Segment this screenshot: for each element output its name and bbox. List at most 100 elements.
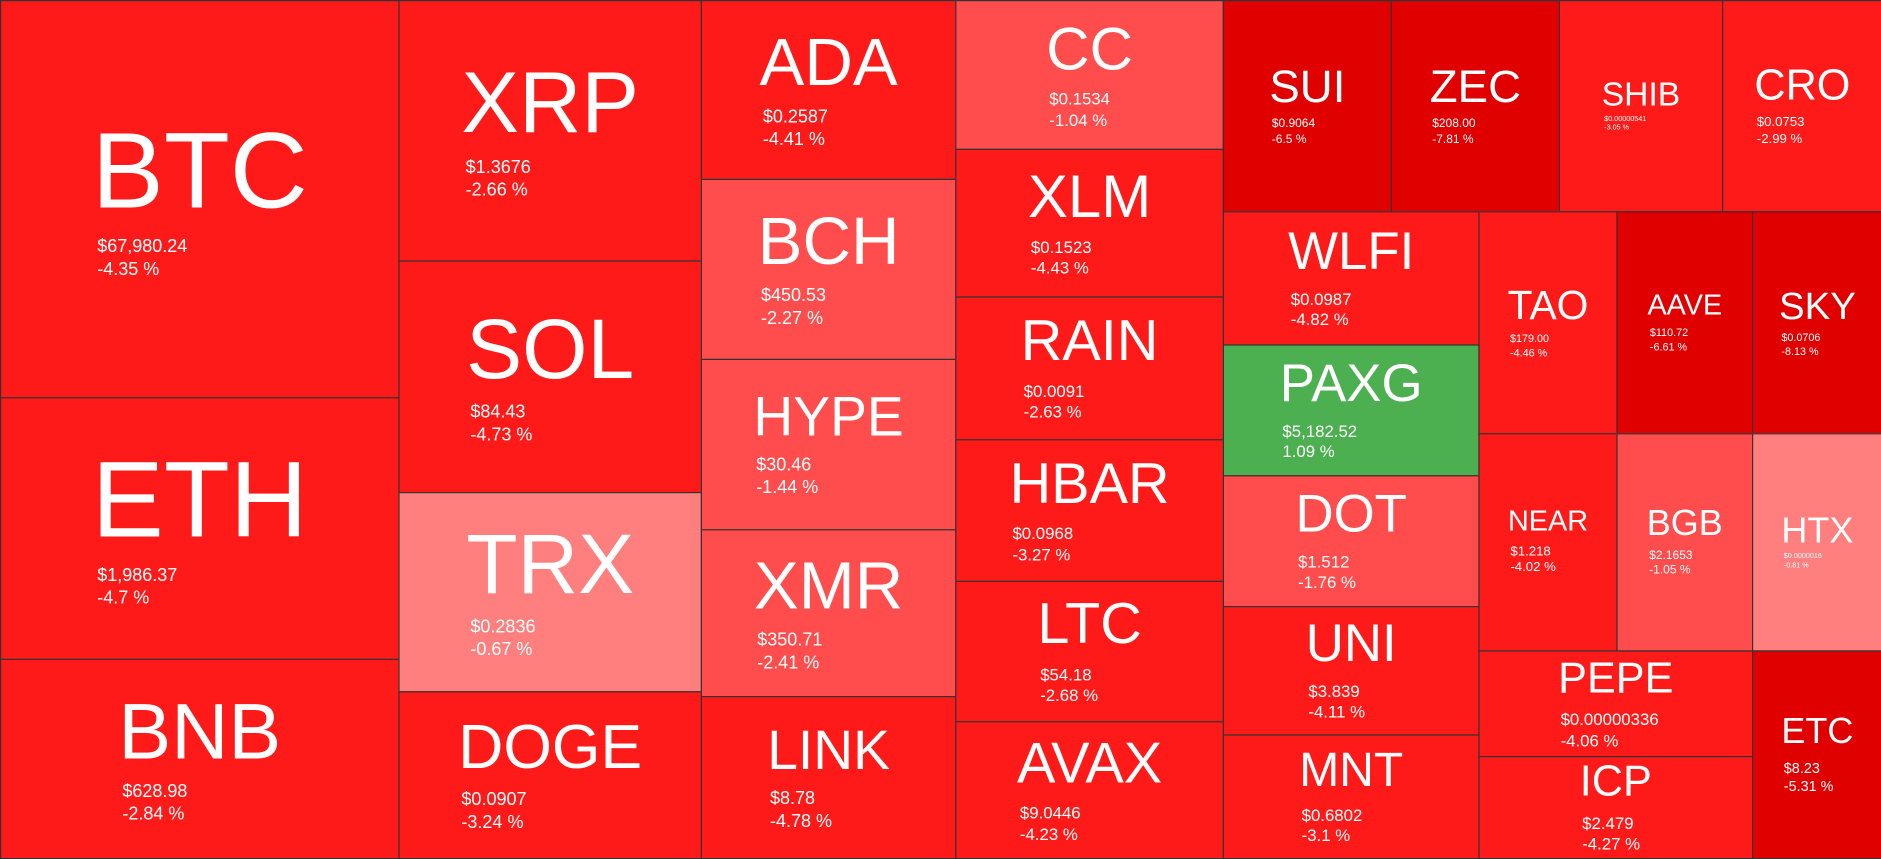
coin-price: $1,986.37 (97, 565, 178, 586)
coin-change: -3.24 % (461, 811, 524, 833)
tile-xrp[interactable]: XRP $1.3676 -2.66 % (398, 0, 702, 262)
coin-change: -6.5 % (1271, 132, 1307, 146)
tile-wlfi[interactable]: WLFI $0.0987 -4.82 % (1222, 211, 1480, 346)
tile-content: UNI $3.839 -4.11 % (1306, 618, 1397, 723)
coin-symbol: SHIB (1601, 75, 1681, 114)
coin-price: $0.0907 (461, 789, 527, 810)
coin-change: -4.82 % (1290, 309, 1349, 330)
tile-content: BGB $2.1653 -1.05 % (1647, 505, 1723, 579)
tile-tao[interactable]: TAO $179.00 -4.46 % (1478, 211, 1618, 435)
tile-shib[interactable]: SHIB $0.00000541 -3.05 % (1558, 0, 1724, 213)
tile-etc[interactable]: ETC $8.23 -5.31 % (1752, 650, 1881, 859)
tile-sol[interactable]: SOL $84.43 -4.73 % (398, 260, 702, 494)
tile-pepe[interactable]: PEPE $0.00000336 -4.06 % (1478, 650, 1754, 758)
coin-price: $0.2836 (470, 617, 536, 638)
coin-price: $9.0446 (1019, 803, 1081, 823)
coin-symbol: RAIN (1020, 309, 1159, 374)
tile-hype[interactable]: HYPE $30.46 -1.44 % (700, 358, 957, 531)
coin-price: $67,980.24 (97, 236, 188, 257)
tile-content: AVAX $9.0446 -4.23 % (1017, 735, 1162, 845)
coin-change: -1.44 % (756, 477, 819, 499)
tile-content: ZEC $208.00 -7.81 % (1430, 65, 1521, 148)
coin-symbol: DOT (1295, 485, 1407, 544)
coin-symbol: HYPE (753, 385, 904, 448)
coin-change: -3.05 % (1604, 125, 1630, 133)
tile-bnb[interactable]: BNB $628.98 -2.84 % (0, 658, 400, 859)
tile-bch[interactable]: BCH $450.53 -2.27 % (700, 178, 957, 360)
coin-change: -6.61 % (1649, 340, 1688, 353)
tile-content: XRP $1.3676 -2.66 % (461, 60, 639, 202)
coin-symbol: XRP (461, 54, 640, 151)
tile-hbar[interactable]: HBAR $0.0968 -3.27 % (955, 439, 1224, 582)
tile-ada[interactable]: ADA $0.2587 -4.41 % (700, 0, 957, 180)
tile-uni[interactable]: UNI $3.839 -4.11 % (1222, 606, 1480, 736)
tile-dot[interactable]: DOT $1.512 -1.76 % (1222, 475, 1480, 608)
tile-mnt[interactable]: MNT $0.6802 -3.1 % (1222, 734, 1480, 859)
tile-aave[interactable]: AAVE $110.72 -6.61 % (1616, 211, 1754, 435)
tile-link[interactable]: LINK $8.78 -4.78 % (700, 696, 957, 859)
coin-symbol: SOL (466, 302, 635, 396)
tile-content: CC $0.1534 -1.04 % (1046, 19, 1133, 131)
tile-ltc[interactable]: LTC $54.18 -2.68 % (955, 580, 1224, 723)
tile-htx[interactable]: HTX $0.0000016 -0.81 % (1752, 433, 1881, 652)
coin-symbol: ADA (759, 23, 898, 100)
tile-icp[interactable]: ICP $2.479 -4.27 % (1478, 756, 1754, 859)
coin-symbol: MNT (1299, 744, 1404, 798)
coin-change: 1.09 % (1282, 441, 1335, 462)
coin-price: $0.1534 (1049, 89, 1110, 109)
coin-symbol: WLFI (1288, 222, 1415, 282)
coin-price: $84.43 (470, 401, 526, 423)
tile-content: ADA $0.2587 -4.41 % (759, 23, 898, 152)
coin-price: $1.512 (1298, 551, 1350, 571)
coin-symbol: SKY (1778, 284, 1856, 328)
tile-paxg[interactable]: PAXG $5,182.52 1.09 % (1222, 344, 1480, 477)
coin-price: $8.78 (769, 788, 816, 809)
coin-change: -4.46 % (1509, 346, 1548, 359)
tile-sky[interactable]: SKY $0.0706 -8.13 % (1752, 211, 1881, 435)
coin-symbol: AAVE (1647, 289, 1723, 322)
coin-symbol: BTC (91, 111, 308, 232)
coin-symbol: PEPE (1558, 652, 1674, 702)
coin-symbol: DOGE (458, 712, 643, 783)
tile-trx[interactable]: TRX $0.2836 -0.67 % (398, 492, 702, 693)
tile-zec[interactable]: ZEC $208.00 -7.81 % (1390, 0, 1561, 213)
tile-btc[interactable]: BTC $67,980.24 -4.35 % (0, 0, 400, 399)
coin-change: -2.41 % (757, 652, 820, 673)
tile-cc[interactable]: CC $0.1534 -1.04 % (955, 0, 1224, 150)
tile-content: LINK $8.78 -4.78 % (767, 722, 890, 833)
coin-change: -4.41 % (762, 129, 825, 150)
coin-symbol: BNB (118, 686, 282, 776)
coin-price: $0.6802 (1301, 804, 1363, 825)
tile-rain[interactable]: RAIN $0.0091 -2.63 % (955, 296, 1224, 441)
tile-eth[interactable]: ETH $1,986.37 -4.7 % (0, 397, 400, 660)
tile-content: SUI $0.9064 -6.5 % (1269, 65, 1345, 148)
tile-doge[interactable]: DOGE $0.0907 -3.24 % (398, 691, 702, 859)
coin-price: $0.0987 (1290, 288, 1352, 309)
tile-content: HYPE $30.46 -1.44 % (753, 389, 903, 500)
tile-xmr[interactable]: XMR $350.71 -2.41 % (700, 529, 957, 698)
tile-content: TRX $0.2836 -0.67 % (466, 522, 634, 662)
tile-content: PAXG $5,182.52 1.09 % (1279, 354, 1423, 463)
coin-price: $208.00 (1432, 117, 1476, 131)
coin-change: -4.11 % (1308, 702, 1366, 722)
coin-change: -4.06 % (1560, 730, 1619, 750)
tile-content: NEAR $1.218 -4.02 % (1508, 507, 1588, 578)
tile-xlm[interactable]: XLM $0.1523 -4.43 % (955, 148, 1224, 298)
tile-sui[interactable]: SUI $0.9064 -6.5 % (1222, 0, 1392, 213)
coin-change: -2.27 % (761, 308, 824, 329)
coin-symbol: CC (1046, 15, 1133, 83)
tile-cro[interactable]: CRO $0.0753 -2.99 % (1722, 0, 1881, 213)
tile-bgb[interactable]: BGB $2.1653 -1.05 % (1616, 433, 1754, 652)
coin-symbol: XLM (1027, 163, 1152, 231)
coin-symbol: TRX (466, 517, 635, 612)
tile-near[interactable]: NEAR $1.218 -4.02 % (1478, 433, 1618, 652)
coin-symbol: LTC (1037, 593, 1142, 657)
tile-content: SKY $0.0706 -8.13 % (1779, 287, 1856, 359)
coin-price: $8.23 (1783, 759, 1820, 776)
coin-price: $179.00 (1509, 332, 1550, 345)
coin-price: $2.479 (1582, 813, 1634, 833)
tile-avax[interactable]: AVAX $9.0446 -4.23 % (955, 721, 1224, 859)
coin-change: -4.73 % (470, 424, 533, 445)
coin-change: -0.67 % (470, 639, 533, 660)
coin-symbol: PAXG (1279, 354, 1423, 414)
